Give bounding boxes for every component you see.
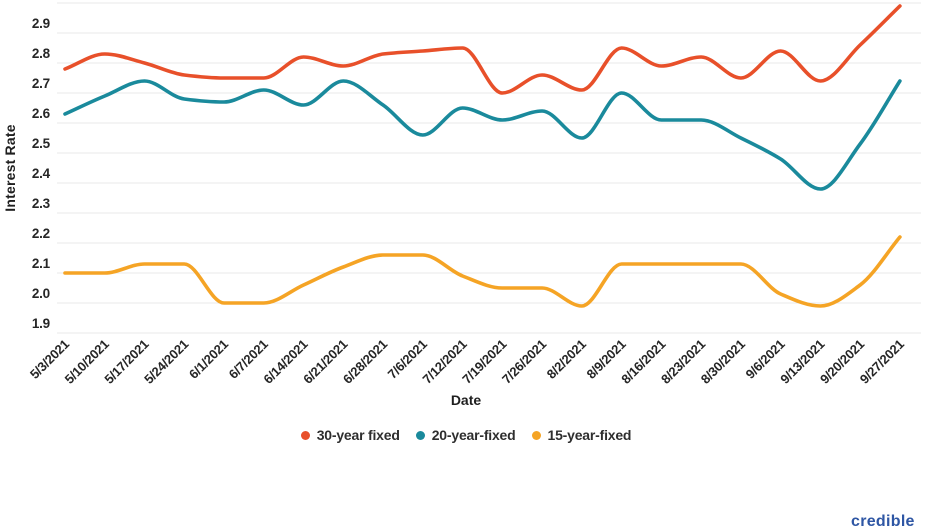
- y-axis-title: Interest Rate: [2, 124, 18, 212]
- legend-label-15-year: 15-year-fixed: [547, 427, 632, 443]
- legend-item-30-year: 30-year fixed: [300, 427, 400, 443]
- y-tick-label: 2.2: [32, 226, 50, 241]
- x-tick-label: 8/2/2021: [544, 337, 589, 382]
- y-tick-label: 2.8: [32, 46, 51, 61]
- y-tick-label: 2.0: [32, 286, 50, 301]
- y-tick-label: 2.7: [32, 76, 50, 91]
- x-tick-label: 9/27/2021: [857, 337, 907, 387]
- series-line-15-year-fixed: [63, 235, 902, 308]
- y-tick-label: 2.5: [32, 136, 51, 151]
- y-tick-label: 2.6: [32, 106, 51, 121]
- legend-dot-30-year-icon: [300, 430, 310, 440]
- legend-dot-15-year-icon: [531, 430, 541, 440]
- x-axis-title: Date: [450, 392, 482, 408]
- chart-legend: 30-year fixed 20-year-fixed 15-year-fixe…: [0, 427, 932, 443]
- legend-item-20-year: 20-year-fixed: [415, 427, 516, 443]
- x-tick-label: 8/30/2021: [698, 337, 748, 387]
- legend-label-20-year: 20-year-fixed: [431, 427, 516, 443]
- y-tick-label: 2.3: [32, 196, 51, 211]
- x-tick-label: 5/24/2021: [141, 337, 191, 387]
- y-tick-label: 2.9: [32, 16, 50, 31]
- x-tick-label: 6/28/2021: [340, 337, 390, 387]
- series-line-20-year-fixed: [63, 79, 902, 191]
- series-line-30-year-fixed: [63, 4, 902, 95]
- legend-item-15-year: 15-year-fixed: [531, 427, 632, 443]
- legend-dot-20-year-icon: [415, 430, 425, 440]
- x-tick-label: 6/1/2021: [186, 337, 231, 382]
- legend-label-30-year: 30-year fixed: [316, 427, 400, 443]
- y-tick-label: 2.4: [32, 166, 51, 181]
- x-tick-label: 7/26/2021: [499, 337, 549, 387]
- y-tick-label: 1.9: [32, 316, 50, 331]
- credible-logo: credible: [851, 513, 915, 530]
- y-tick-label: 2.1: [32, 256, 51, 271]
